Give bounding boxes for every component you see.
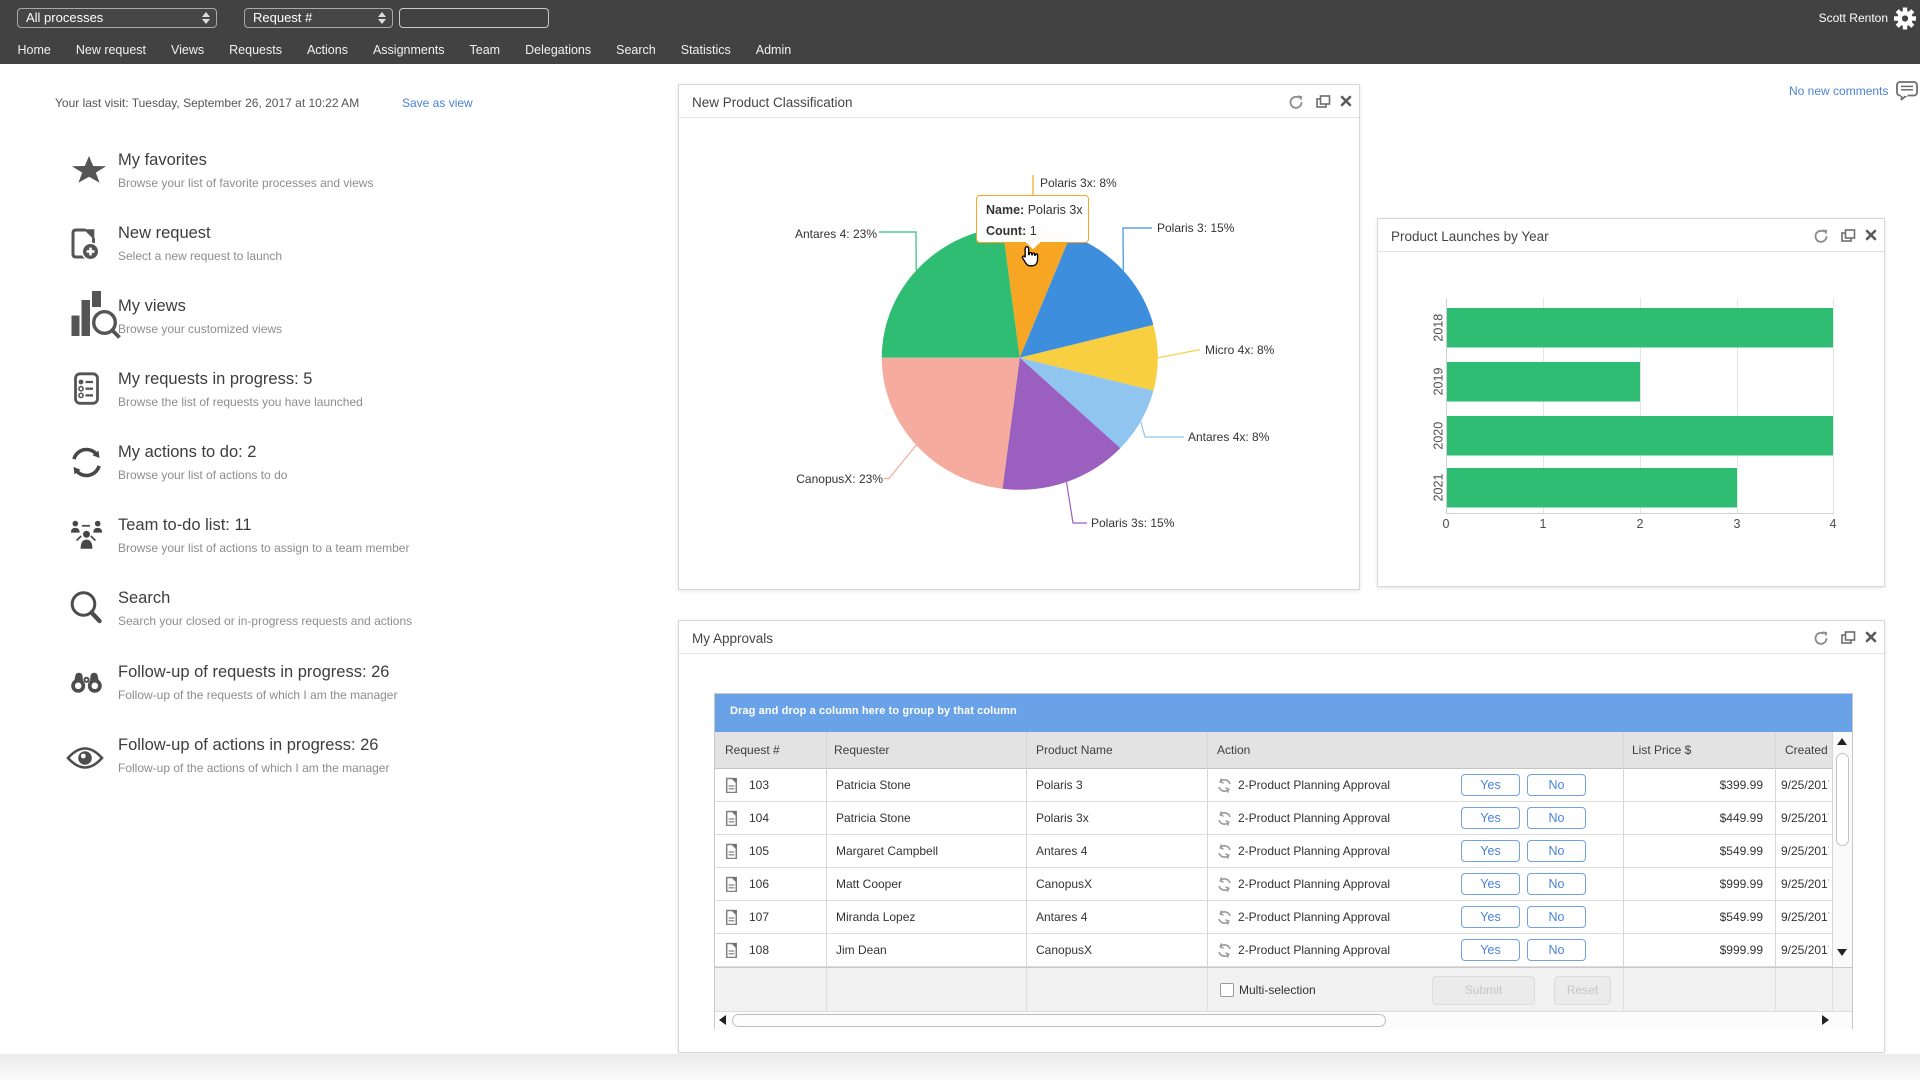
svg-text:2: 2 xyxy=(1637,517,1644,531)
svg-text:2021: 2021 xyxy=(1432,474,1446,502)
svg-text:3: 3 xyxy=(1734,517,1741,531)
svg-text:2018: 2018 xyxy=(1431,314,1445,342)
svg-text:4: 4 xyxy=(1830,517,1837,531)
svg-text:2020: 2020 xyxy=(1431,422,1445,450)
svg-text:2019: 2019 xyxy=(1432,368,1446,396)
svg-text:1: 1 xyxy=(1540,517,1547,531)
svg-text:0: 0 xyxy=(1443,517,1450,531)
